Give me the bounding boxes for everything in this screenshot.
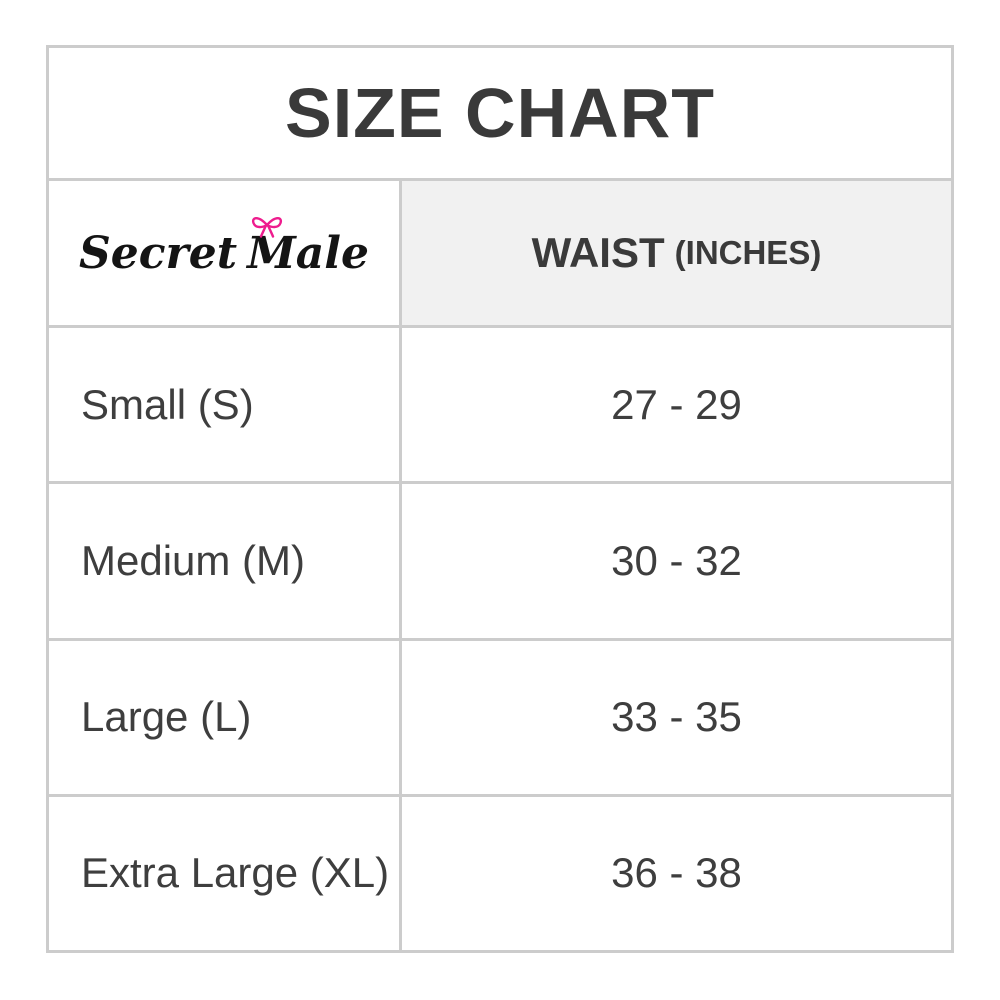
brand-name-first: Secret xyxy=(79,227,238,279)
size-label: Large (L) xyxy=(81,693,252,741)
size-label: Medium (M) xyxy=(81,536,306,584)
size-label: Extra Large (XL) xyxy=(81,849,390,897)
waist-value: 33 - 35 xyxy=(611,693,742,741)
waist-value-cell: 36 - 38 xyxy=(402,796,951,950)
size-label: Small (S) xyxy=(81,380,254,428)
size-label-cell: Small (S) xyxy=(49,328,399,482)
column-header-waist: WAIST (INCHES) xyxy=(402,181,951,325)
waist-header-unit: (INCHES) xyxy=(674,234,822,271)
size-label-cell: Large (L) xyxy=(49,640,399,794)
size-label-cell: Extra Large (XL) xyxy=(49,796,399,950)
size-label-cell: Medium (M) xyxy=(49,484,399,638)
brand-logo: Secret Male xyxy=(79,216,369,279)
waist-header-label: WAIST xyxy=(531,229,665,276)
size-chart-table: SIZE CHART Secret Male WAIST (INCHES) Sm… xyxy=(46,45,954,953)
waist-value-cell: 27 - 29 xyxy=(402,328,951,482)
pink-bow-icon xyxy=(252,216,283,238)
brand-name-second: Male xyxy=(247,227,369,279)
waist-value-cell: 30 - 32 xyxy=(402,484,951,638)
brand-name-second-wrap: Male xyxy=(247,216,369,279)
page-title: SIZE CHART xyxy=(49,48,951,178)
waist-value: 36 - 38 xyxy=(611,849,742,897)
brand-logo-cell: Secret Male xyxy=(49,181,399,325)
waist-value-cell: 33 - 35 xyxy=(402,640,951,794)
waist-value: 30 - 32 xyxy=(611,536,742,584)
waist-value: 27 - 29 xyxy=(611,380,742,428)
page-title-text: SIZE CHART xyxy=(285,74,715,152)
